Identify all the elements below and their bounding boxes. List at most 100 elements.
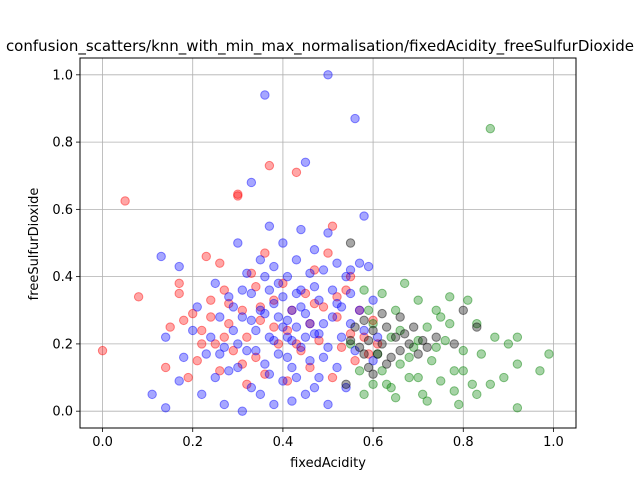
scatter-point-series-0 [341,285,351,295]
scatter-point-series-2 [305,268,315,278]
scatter-point-series-2 [233,362,243,373]
scatter-point-series-2 [228,325,239,336]
scatter-point-series-0 [192,356,202,366]
scatter-point-series-1 [359,285,369,295]
scatter-point-series-0 [215,258,225,268]
scatter-point-series-3 [395,345,405,356]
scatter-point-series-1 [363,305,374,315]
scatter-point-series-0 [327,372,338,383]
x-tick-label: 0.6 [363,435,384,450]
scatter-point-series-1 [386,382,396,393]
grid-lines [80,58,576,428]
scatter-point-series-2 [336,332,347,342]
scatter-point-series-2 [147,389,157,400]
scatter-point-series-3 [458,305,468,315]
scatter-point-series-0 [233,189,243,199]
scatter-point-series-1 [467,379,477,389]
scatter-point-series-3 [363,362,374,373]
scatter-point-series-0 [314,335,324,346]
scatter-point-series-1 [436,312,446,322]
scatter-point-series-2 [287,362,297,373]
scatter-point-series-1 [440,335,450,346]
scatter-point-series-1 [485,123,496,134]
scatter-point-series-1 [359,389,369,400]
scatter-point-series-2 [318,352,329,363]
scatter-point-series-0 [332,312,342,322]
scatter-point-series-3 [399,329,410,339]
scatter-point-series-2 [318,319,329,329]
x-tick-label: 1.0 [543,435,564,450]
scatter-point-series-1 [458,366,468,376]
scatter-point-series-1 [368,379,378,389]
scatter-point-series-0 [278,278,288,289]
scatter-point-series-1 [544,349,554,359]
x-axis-label: fixedAcidity [290,456,366,471]
scatter-point-series-2 [269,261,279,272]
scatter-point-series-0 [224,298,234,309]
scatter-point-series-2 [341,271,351,282]
scatter-point-series-2 [332,298,342,309]
scatter-point-series-2 [309,245,320,255]
scatter-point-series-2 [242,268,252,278]
scatter-point-series-0 [246,268,257,278]
scatter-point-series-0 [260,369,270,379]
y-tick-label: 0.0 [52,405,73,420]
scatter-point-series-3 [354,342,365,352]
y-axis-ticks: 0.0 0.2 0.4 0.6 0.8 1.0 [52,68,80,420]
scatter-point-series-2 [314,295,324,305]
scatter-point-series-0 [318,302,329,312]
scatter-point-series-3 [431,332,441,342]
scatter-point-series-0 [174,278,184,289]
scatter-point-series-0 [287,305,297,315]
scatter-point-series-1 [503,339,514,349]
scatter-point-series-1 [377,288,387,299]
scatter-point-series-0 [363,349,374,359]
scatter-point-series-2 [260,90,270,100]
scatter-point-series-1 [512,403,523,413]
scatter-point-series-0 [160,362,171,373]
scatter-point-series-1 [390,305,401,315]
scatter-point-series-1 [454,399,464,410]
scatter-point-series-2 [287,396,297,406]
scatter-point-series-1 [449,386,459,396]
scatter-point-series-2 [309,282,320,292]
scatter-point-series-1 [399,278,410,289]
scatter-point-series-0 [210,339,220,349]
scatter-point-series-2 [246,382,257,393]
scatter-point-series-3 [404,339,414,349]
scatter-point-series-1 [485,379,496,389]
scatter-point-series-2 [296,285,306,295]
scatter-point-series-0 [242,332,252,342]
scatter-point-series-0 [133,292,144,302]
scatter-point-series-2 [233,339,243,349]
scatter-point-series-2 [327,285,338,295]
scatter-point-series-2 [242,345,252,356]
scatter-point-series-2 [296,342,306,352]
scatter-point-series-2 [336,302,347,312]
scatter-point-series-1 [386,332,396,342]
scatter-point-series-2 [255,305,266,315]
scatter-point-series-2 [363,261,374,272]
y-tick-label: 1.0 [52,68,73,83]
scatter-point-series-2 [323,399,333,410]
scatter-point-series-3 [359,349,369,359]
scatter-point-series-2 [314,372,324,383]
scatter-point-series-0 [345,271,356,282]
scatter-point-series-2 [291,288,302,299]
scatter-point-series-2 [237,285,248,295]
scatter-point-series-2 [192,302,202,312]
scatter-point-series-0 [251,282,261,292]
scatter-point-series-2 [264,221,275,231]
scatter-point-series-2 [188,325,198,336]
scatter-point-series-1 [499,372,509,383]
scatter-point-series-2 [233,238,243,248]
scatter-point-series-0 [372,339,383,349]
x-tick-label: 0.8 [453,435,474,450]
scatter-point-series-2 [197,389,207,400]
scatter-point-series-3 [408,322,419,332]
scatter-point-series-1 [512,332,523,342]
scatter-point-series-0 [300,288,311,299]
x-tick-label: 0.0 [92,435,113,450]
scatter-point-series-2 [345,319,356,329]
